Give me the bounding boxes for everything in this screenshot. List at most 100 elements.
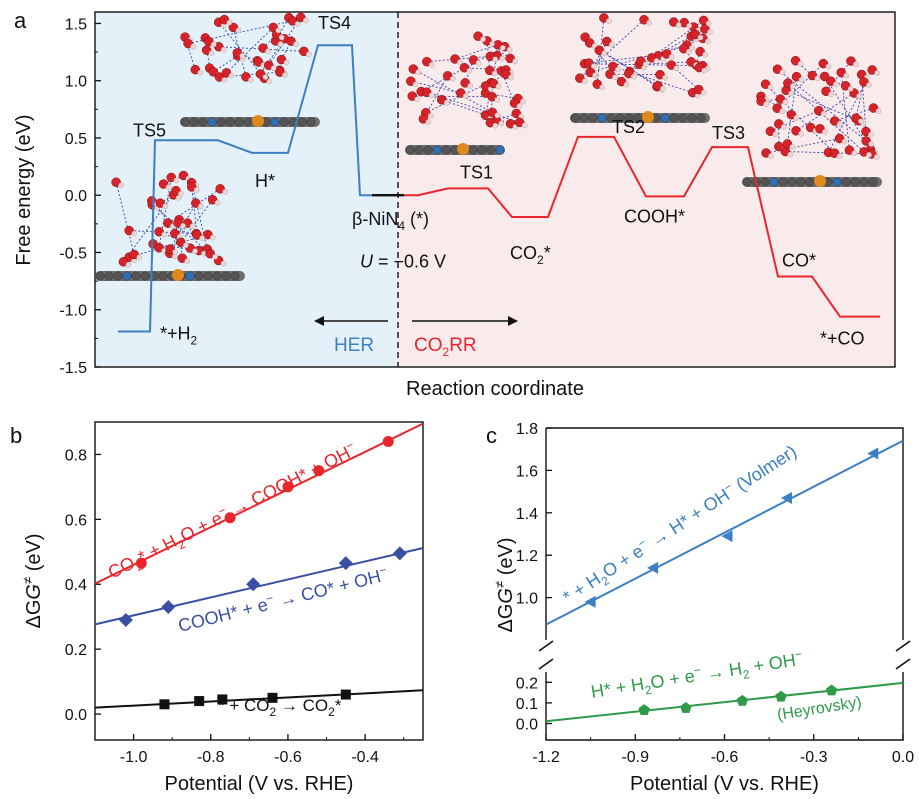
series-cooh xyxy=(94,422,424,585)
x-tick-label: 0.0 xyxy=(892,749,914,766)
panel-a-label: a xyxy=(14,8,27,33)
fit-line-co2 xyxy=(94,689,424,709)
fit-line-heyrovsky xyxy=(545,681,904,723)
water-cluster-top-left xyxy=(180,12,312,85)
x-tick-label: -0.3 xyxy=(800,749,828,766)
y-tick-label-upper: 1.0 xyxy=(516,591,538,608)
y-tick-label-upper: 1.6 xyxy=(516,463,538,480)
series-volmer xyxy=(545,439,904,626)
series-co2 xyxy=(94,689,424,710)
data-point-cooh xyxy=(382,435,394,447)
series-heyrovsky xyxy=(545,681,904,723)
annotation-cooh-formation: CO2* + H2O + e− → COOH* + OH− xyxy=(104,438,362,586)
y-tick-label-lower: 0.2 xyxy=(516,675,538,692)
data-point-heyrovsky xyxy=(638,704,650,715)
data-point-co2 xyxy=(194,696,205,707)
panel-b-frame xyxy=(94,421,424,741)
panel-b-series xyxy=(94,422,424,710)
axis-break-mark xyxy=(538,658,554,670)
panel-b: b -1.0 -0.8 -0.6 -0.4 0.0 0.2 0.4 0.6 0.8 Potent… xyxy=(10,421,424,795)
y-tick-label: 0.5 xyxy=(65,131,87,148)
panel-c-series xyxy=(545,439,904,723)
her-region-background xyxy=(95,12,398,367)
panel-a-x-axis-label: Reaction coordinate xyxy=(406,378,584,400)
panel-a-state-labels: *+H2 TS5 H* TS4 TS1 CO2* TS2 COOH* TS3 CO* *+CO xyxy=(133,13,865,348)
x-tick-label: -0.6 xyxy=(274,749,302,766)
data-point-co xyxy=(118,612,133,627)
panel-a-y-axis-label: Free energy (eV) xyxy=(13,114,35,265)
y-tick-label: -1.0 xyxy=(59,303,87,320)
graphene-slab-bottom-left xyxy=(95,269,245,281)
data-point-cooh xyxy=(224,512,236,524)
data-point-cooh xyxy=(313,465,325,477)
y-tick-label-upper: 1.4 xyxy=(516,506,538,523)
axis-break-mark xyxy=(538,640,554,652)
y-tick-label-upper: 1.2 xyxy=(516,548,538,565)
y-tick-label: 0.0 xyxy=(65,188,87,205)
water-cluster-center xyxy=(406,31,528,130)
label-h2-state: *+H2 xyxy=(160,324,198,348)
data-point-co xyxy=(246,577,261,592)
series-co xyxy=(94,546,424,627)
fit-line-co xyxy=(94,547,424,626)
her-direction-arrow xyxy=(314,316,388,326)
panel-c-x-axis-label: Potential (V vs. RHE) xyxy=(630,773,819,795)
y-tick-label: 0.6 xyxy=(65,512,87,529)
label-ts1: TS1 xyxy=(460,162,493,182)
data-point-heyrovsky xyxy=(825,684,838,696)
panel-c-ticks: -1.2 -0.9 -0.6 -0.3 0.0 1.0 1.2 1.4 1.6 1.8 0.0 0.1… xyxy=(516,421,914,766)
x-tick-label: -0.4 xyxy=(351,749,379,766)
y-tick-label-lower: 0.1 xyxy=(516,696,538,713)
x-tick-label: -0.8 xyxy=(197,749,225,766)
data-point-co2 xyxy=(340,689,351,700)
y-tick-label: -0.5 xyxy=(59,245,87,262)
fit-line-cooh xyxy=(94,422,424,585)
label-ts4: TS4 xyxy=(318,13,351,33)
label-ts5: TS5 xyxy=(133,120,166,140)
panel-c: c -1.2 -0.9 -0.6 -0.3 0.0 1.0 1.2 1.4 1.6 1.8 0.0 0… xyxy=(486,421,914,795)
graphene-slab-center xyxy=(405,143,505,155)
label-ts2: TS2 xyxy=(612,117,645,137)
data-point-co2 xyxy=(217,694,228,705)
panel-b-y-axis-label: ΔGG≠ (eV) xyxy=(20,534,45,629)
data-point-volmer xyxy=(721,530,733,543)
panel-b-ticks: -1.0 -0.8 -0.6 -0.4 0.0 0.2 0.4 0.6 0.8 xyxy=(65,447,405,766)
data-point-volmer xyxy=(647,561,659,574)
water-cluster-far-right xyxy=(756,55,882,160)
panel-c-y-axis-label: ΔGG≠ (eV) xyxy=(492,538,517,633)
co2rr-label: CO2RR xyxy=(414,335,477,359)
graphene-slab-top-left xyxy=(180,115,320,127)
data-point-heyrovsky xyxy=(736,694,749,706)
x-tick-label: -0.9 xyxy=(621,749,649,766)
y-tick-label-lower: 0.0 xyxy=(516,717,538,734)
label-co-star: CO* xyxy=(782,251,816,271)
data-point-co2 xyxy=(267,692,278,703)
water-cluster-right xyxy=(575,13,713,99)
co2rr-direction-arrow xyxy=(412,316,518,326)
y-tick-label: 0.0 xyxy=(65,707,87,724)
data-point-co xyxy=(392,546,407,561)
x-tick-label: -1.2 xyxy=(532,749,560,766)
panel-a: a -1.5 -1.0 -0.5 0.0 0.5 1.0 1.5 Free energy (… xyxy=(13,8,896,400)
label-co-final: *+CO xyxy=(820,329,865,349)
data-point-co2 xyxy=(159,699,170,710)
y-tick-label: 0.8 xyxy=(65,447,87,464)
label-co2-star: CO2* xyxy=(510,243,551,267)
data-point-heyrovsky xyxy=(775,690,787,702)
data-point-volmer xyxy=(867,447,879,460)
data-point-co xyxy=(161,599,176,614)
x-tick-label: -1.0 xyxy=(120,749,148,766)
data-point-co xyxy=(338,556,353,571)
panel-b-x-axis-label: Potential (V vs. RHE) xyxy=(165,773,354,795)
graphene-slab-right xyxy=(570,111,710,123)
graphene-slab-far-right xyxy=(742,175,882,187)
annotation-co2-adsorption: * + CO2 → CO2* xyxy=(218,696,342,719)
y-tick-label: 1.5 xyxy=(65,16,87,33)
panel-b-label: b xyxy=(10,423,22,448)
her-energy-profile xyxy=(118,44,398,333)
y-tick-label: 0.4 xyxy=(65,577,87,594)
axis-break-mark xyxy=(895,640,911,652)
x-tick-label: -0.6 xyxy=(711,749,739,766)
y-tick-label: -1.5 xyxy=(59,360,87,377)
